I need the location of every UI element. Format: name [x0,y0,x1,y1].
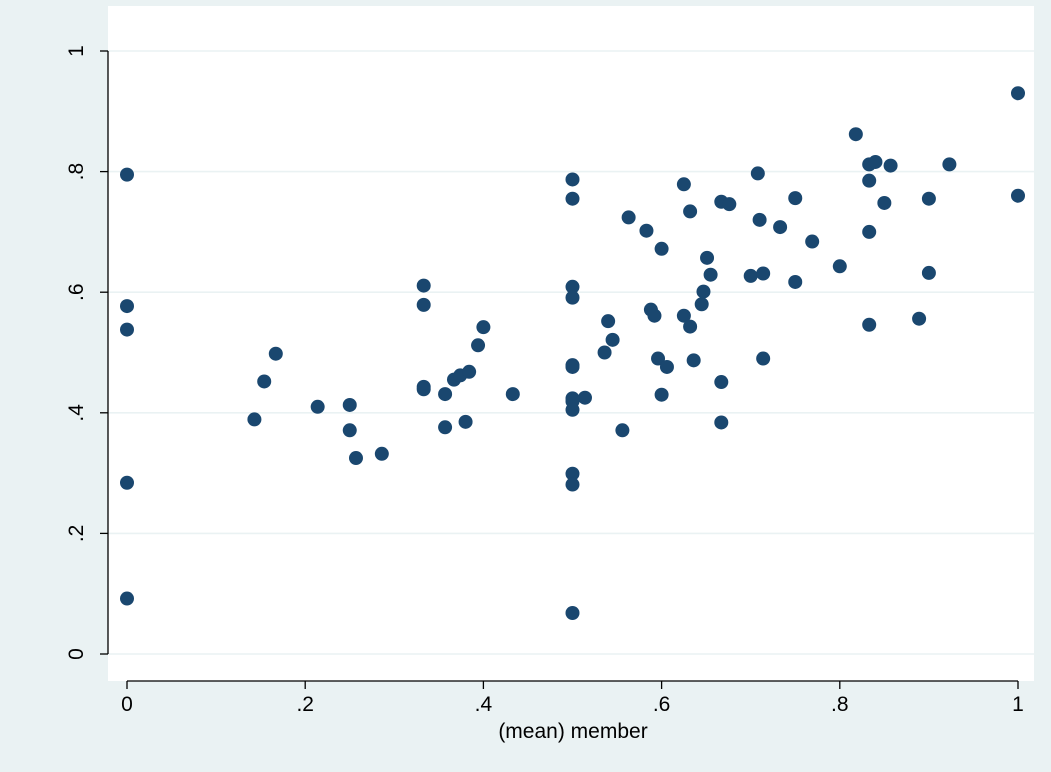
data-point-73 [832,259,847,274]
data-point-29 [565,290,580,305]
x-tick-label-4: .8 [831,693,849,716]
data-point-66 [752,212,767,227]
data-point-25 [505,387,520,402]
data-point-2 [120,322,134,337]
data-point-46 [647,308,662,323]
data-point-72 [805,234,820,249]
data-points [120,86,1025,620]
data-point-82 [912,311,927,326]
data-point-11 [348,451,363,466]
data-point-62 [714,415,729,430]
data-point-4 [120,591,134,606]
data-point-23 [471,338,486,353]
data-point-34 [565,402,580,417]
y-tick-label-5: 1 [65,45,88,57]
y-tick-label-2: .4 [65,404,88,422]
data-point-10 [342,423,357,438]
data-point-7 [268,346,283,361]
plot-area [108,6,1034,681]
data-point-70 [788,191,803,206]
y-tick-label-1: .2 [65,525,88,543]
x-tick-label-1: .2 [296,693,314,716]
data-point-27 [565,191,580,206]
data-point-78 [862,317,877,332]
data-point-42 [615,423,630,438]
data-point-54 [683,204,698,219]
data-point-26 [565,172,580,187]
data-point-50 [659,359,674,374]
x-axis-ticks: 0 .2 .4 .6 .8 1 [121,681,1024,716]
data-point-13 [416,278,431,293]
data-point-8 [310,399,325,414]
x-axis-title: (mean) member [498,720,647,743]
data-point-14 [416,297,431,312]
data-point-16 [416,382,431,397]
data-point-61 [714,375,729,390]
data-point-65 [750,166,765,181]
data-point-85 [942,157,957,172]
data-point-59 [703,267,718,282]
data-point-87 [1011,188,1025,203]
y-tick-label-0: 0 [65,648,88,660]
x-tick-label-2: .4 [475,693,493,716]
data-point-43 [621,210,636,225]
data-point-48 [654,387,669,402]
x-tick-label-3: .6 [653,693,671,716]
data-point-52 [676,308,691,323]
data-point-71 [788,274,803,289]
data-point-41 [605,332,620,347]
data-point-69 [773,220,788,235]
data-point-68 [756,351,771,366]
data-point-37 [565,605,580,620]
data-point-77 [862,224,877,239]
x-tick-label-5: 1 [1012,693,1024,716]
data-point-86 [1011,86,1025,101]
data-point-18 [438,387,453,402]
data-point-21 [458,414,473,429]
x-tick-label-0: 0 [121,693,133,716]
data-point-53 [683,319,698,334]
data-point-58 [700,250,715,265]
data-point-35 [565,466,580,481]
data-point-76 [862,173,877,188]
data-point-44 [639,223,654,238]
data-point-24 [476,320,491,335]
data-point-17 [438,420,453,435]
data-point-81 [883,158,898,173]
data-point-47 [651,351,666,366]
data-point-12 [374,446,389,461]
data-point-84 [921,265,936,280]
data-point-49 [654,241,669,256]
y-tick-label-4: .8 [65,163,88,181]
data-point-83 [921,191,936,206]
data-point-36 [565,477,580,492]
data-point-56 [694,297,709,312]
data-point-67 [756,266,771,281]
data-point-31 [565,359,580,374]
data-point-6 [257,374,272,389]
data-point-0 [120,167,134,182]
data-point-22 [462,364,477,379]
data-point-39 [597,345,612,360]
data-point-80 [877,195,892,210]
data-point-40 [601,314,616,329]
y-axis-ticks: 0 .2 .4 .6 .8 1 [65,45,108,660]
data-point-55 [686,353,701,368]
data-point-51 [676,177,691,192]
data-point-1 [120,299,134,314]
data-point-5 [247,412,262,427]
y-tick-label-3: .6 [65,283,88,301]
data-point-79 [868,154,883,169]
data-point-57 [696,284,711,299]
data-point-63 [722,197,737,212]
data-point-64 [743,268,758,283]
data-point-3 [120,475,134,490]
data-point-28 [565,279,580,294]
data-point-74 [848,127,863,142]
data-point-9 [342,397,357,412]
data-point-38 [577,390,592,405]
